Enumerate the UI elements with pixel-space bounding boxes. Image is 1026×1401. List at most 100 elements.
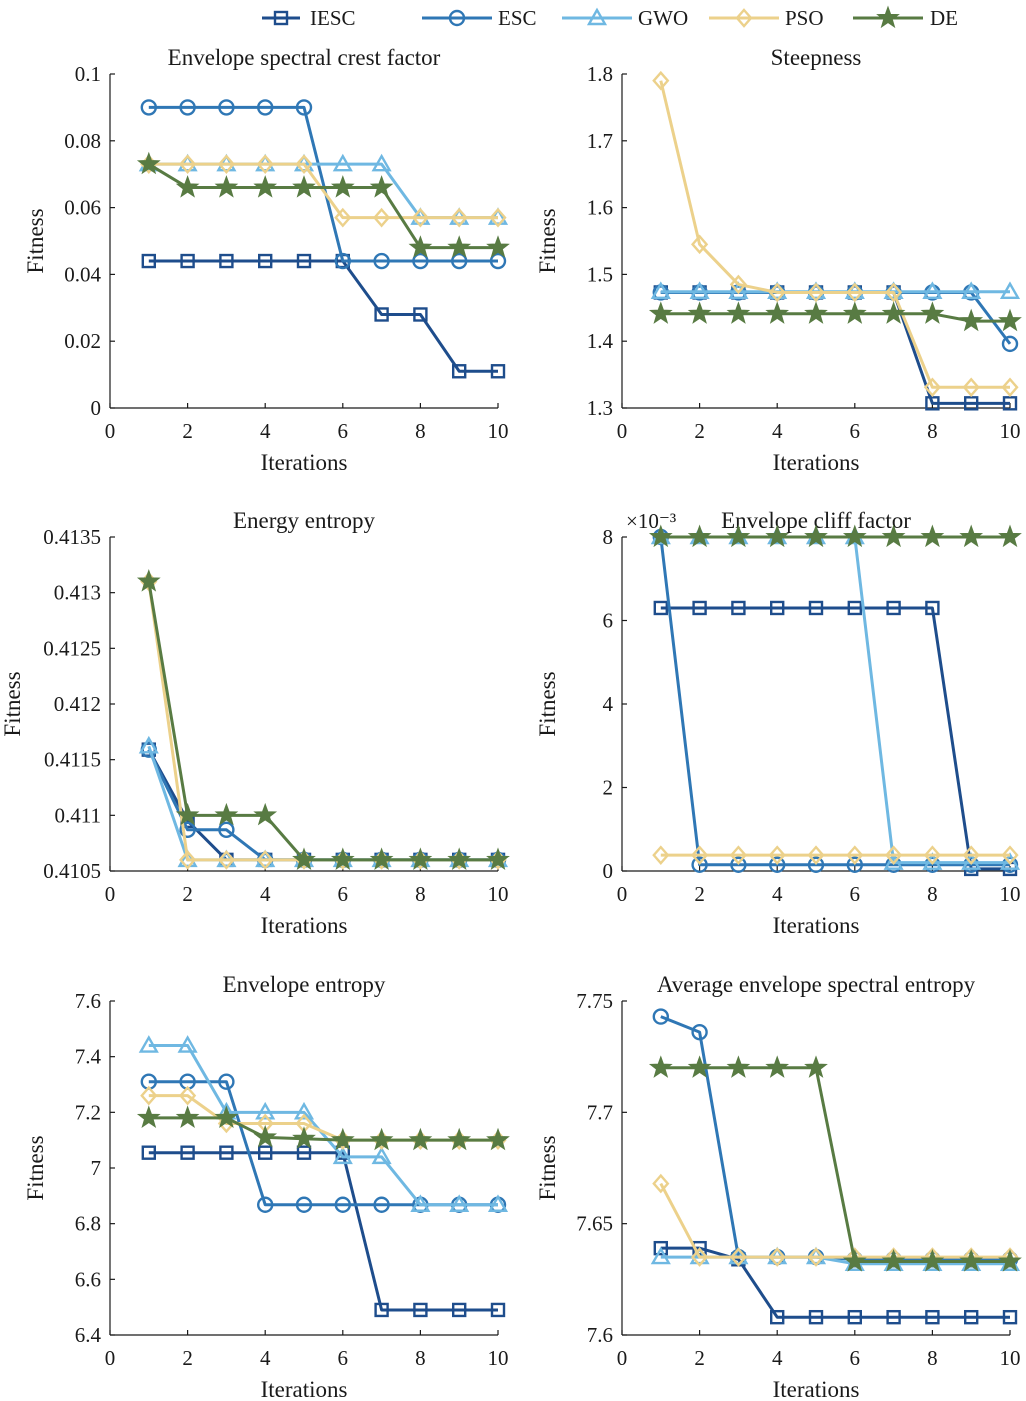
- legend-label-pso: PSO: [785, 6, 824, 30]
- data-point-de: [332, 177, 353, 197]
- y-tick-label: 6: [603, 609, 614, 633]
- y-axis-label: Fitness: [535, 1135, 560, 1200]
- x-tick-label: 4: [260, 882, 271, 906]
- data-point-de: [371, 1129, 392, 1149]
- x-axis-label: Iterations: [261, 450, 348, 475]
- y-tick-label: 0.4115: [44, 748, 101, 772]
- x-axis-label: Iterations: [773, 913, 860, 938]
- y-axis-label: Fitness: [23, 1135, 48, 1200]
- y-tick-label: 7.2: [75, 1100, 101, 1124]
- x-tick-label: 2: [182, 1346, 193, 1370]
- y-tick-label: 7.75: [576, 989, 613, 1013]
- x-tick-label: 4: [260, 419, 271, 443]
- series-pso: [654, 73, 1017, 396]
- legend-item-de: DE: [853, 6, 958, 30]
- series-line-de: [149, 164, 498, 248]
- legend-item-iesc: IESC: [262, 6, 356, 30]
- x-tick-label: 8: [415, 1346, 426, 1370]
- x-tick-label: 2: [694, 1346, 705, 1370]
- panel-envelope-cliff-factor: 0 2 4 6 8 1002468Envelope cliff factor×10⁻³It…: [535, 508, 1021, 938]
- data-point-de: [255, 804, 276, 824]
- series-line-esc: [661, 1017, 1010, 1260]
- series-esc: [142, 1075, 505, 1212]
- series-gwo: [653, 284, 1018, 298]
- series-esc: [142, 743, 505, 867]
- x-tick-label: 0: [105, 419, 116, 443]
- x-tick-label: 10: [488, 1346, 509, 1370]
- y-axis-label: Fitness: [535, 208, 560, 273]
- x-tick-label: 0: [617, 419, 628, 443]
- data-point-de: [922, 303, 943, 323]
- series-line-gwo: [149, 746, 498, 860]
- series-de: [650, 1057, 1020, 1271]
- x-tick-label: 4: [772, 882, 783, 906]
- x-tick-label: 4: [772, 419, 783, 443]
- x-axis-label: Iterations: [773, 1377, 860, 1401]
- data-point-de: [650, 1057, 671, 1077]
- x-tick-label: 0: [617, 882, 628, 906]
- x-tick-label: 8: [415, 419, 426, 443]
- y-tick-label: 0.1: [75, 62, 101, 86]
- series-line-pso: [661, 81, 1010, 388]
- x-tick-label: 10: [1000, 882, 1021, 906]
- x-tick-label: 0: [105, 882, 116, 906]
- x-tick-label: 6: [850, 1346, 861, 1370]
- x-tick-label: 6: [850, 882, 861, 906]
- x-tick-label: 2: [694, 882, 705, 906]
- chart-panels: 0 2 4 6 8 1000.020.040.060.080.1Envelope spec…: [0, 45, 1021, 1401]
- series-line-de: [149, 582, 498, 860]
- series-gwo: [141, 1038, 506, 1211]
- x-tick-label: 6: [338, 882, 349, 906]
- x-axis-label: Iterations: [773, 450, 860, 475]
- series-line-esc: [149, 107, 498, 261]
- legend-item-pso: PSO: [709, 6, 824, 30]
- y-tick-label: 0.412: [54, 692, 101, 716]
- panel-average-envelope-spectral-entropy: 0 2 4 6 8 10 7.6 7.65 7.7 7.75 Average envelope sp…: [535, 972, 1021, 1401]
- series-line-iesc: [149, 261, 498, 371]
- series-iesc: [143, 1147, 504, 1316]
- y-tick-label: 0: [91, 396, 102, 420]
- data-point-de: [961, 310, 982, 330]
- panel-title: Average envelope spectral entropy: [657, 972, 976, 997]
- y-tick-label: 0.04: [64, 262, 101, 286]
- series-line-gwo: [149, 1046, 498, 1205]
- series-line-iesc: [661, 608, 1010, 869]
- panel-title: Envelope entropy: [223, 972, 386, 997]
- y-tick-label: 0.413: [54, 581, 101, 605]
- data-point-de: [255, 1126, 276, 1146]
- y-tick-label: 7.6: [75, 989, 101, 1013]
- data-point-de: [216, 177, 237, 197]
- series-line-esc: [149, 1082, 498, 1205]
- data-point-de: [177, 1107, 198, 1127]
- data-point-de: [844, 303, 865, 323]
- x-tick-label: 2: [182, 419, 193, 443]
- series-pso: [654, 847, 1017, 863]
- data-point-de: [449, 1129, 470, 1149]
- series-iesc: [655, 286, 1016, 409]
- data-point-de: [922, 526, 943, 546]
- x-tick-label: 0: [105, 1346, 116, 1370]
- data-point-de: [883, 303, 904, 323]
- y-tick-label: 0.4105: [43, 859, 101, 883]
- y-tick-label: 0.08: [64, 129, 101, 153]
- y-tick-label: 0.4135: [43, 525, 101, 549]
- series-iesc: [655, 1242, 1016, 1323]
- x-tick-label: 6: [850, 419, 861, 443]
- y-axis-label: Fitness: [0, 671, 25, 736]
- series-de: [138, 571, 508, 869]
- data-point-de: [410, 1129, 431, 1149]
- x-tick-label: 8: [927, 419, 938, 443]
- y-axis-label: Fitness: [535, 671, 560, 736]
- series-line-pso: [661, 1184, 1010, 1257]
- series-de: [650, 303, 1020, 330]
- y-tick-label: 0.02: [64, 329, 101, 353]
- y-tick-label: 1.5: [587, 262, 613, 286]
- data-point-de: [728, 303, 749, 323]
- series-line-iesc: [149, 750, 498, 860]
- data-point-de: [371, 177, 392, 197]
- legend-marker-de: [878, 7, 899, 27]
- y-tick-label: 1.4: [587, 329, 614, 353]
- panel-envelope-entropy: 0 2 4 6 8 10 6.4 6.6 6.8 7 7.2 7.4 7.6 Envelope entro…: [23, 972, 509, 1401]
- data-point-de: [177, 177, 198, 197]
- x-tick-label: 2: [694, 419, 705, 443]
